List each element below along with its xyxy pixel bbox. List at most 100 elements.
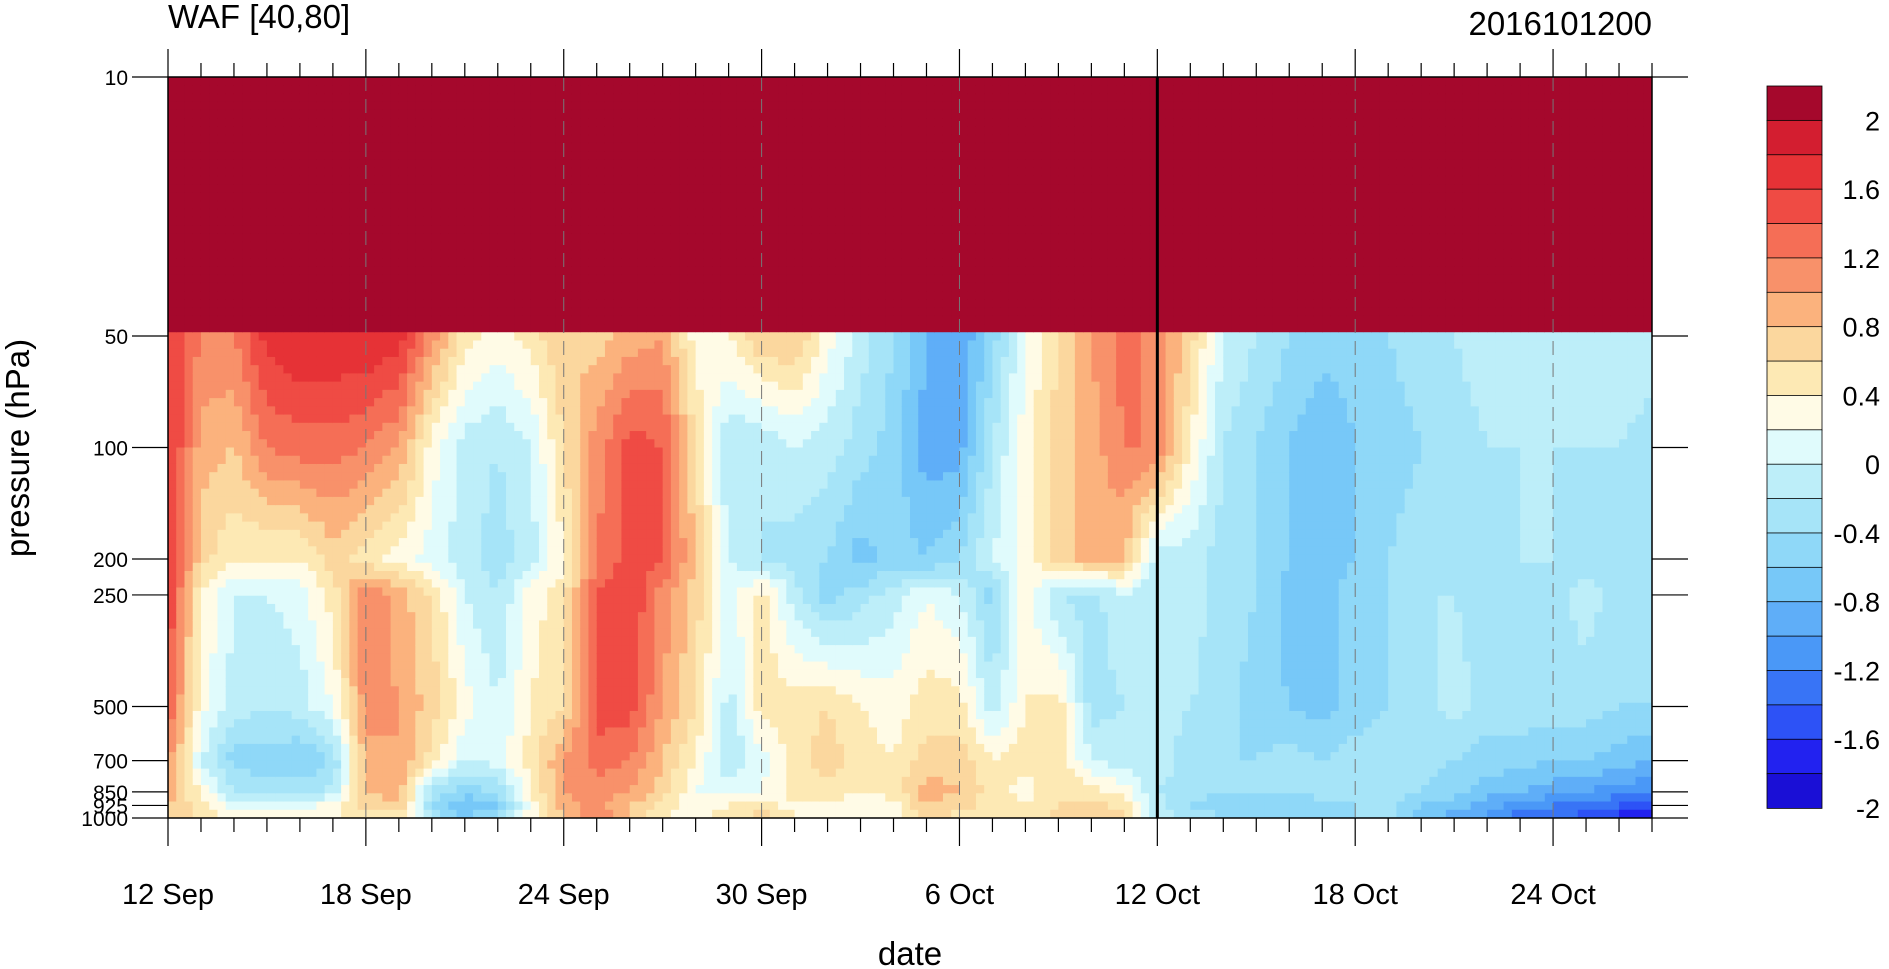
heatmap-cell	[563, 768, 573, 778]
heatmap-cell	[266, 719, 276, 729]
heatmap-cell	[332, 686, 342, 696]
heatmap-cell	[596, 505, 606, 514]
heatmap-cell	[398, 299, 408, 309]
heatmap-cell	[233, 694, 243, 704]
heatmap-cell	[349, 356, 359, 366]
heatmap-cell	[473, 463, 482, 473]
heatmap-cell	[547, 134, 557, 144]
heatmap-cell	[596, 348, 606, 358]
heatmap-cell	[522, 760, 532, 770]
heatmap-cell	[555, 595, 565, 605]
heatmap-cell	[200, 809, 210, 818]
heatmap-cell	[283, 365, 293, 374]
heatmap-cell	[258, 109, 268, 119]
heatmap-cell	[365, 291, 375, 300]
heatmap-cell	[407, 612, 416, 621]
heatmap-cell	[489, 356, 499, 366]
heatmap-cell	[563, 554, 573, 564]
heatmap-cell	[571, 752, 581, 761]
heatmap-cell	[514, 661, 524, 671]
heatmap-cell	[407, 307, 416, 317]
heatmap-cell	[440, 315, 449, 325]
heatmap-cell	[365, 455, 375, 465]
heatmap-cell	[283, 472, 293, 482]
heatmap-cell	[481, 538, 491, 547]
heatmap-cell	[341, 159, 350, 169]
heatmap-cell	[275, 513, 285, 523]
heatmap-cell	[324, 653, 334, 663]
heatmap-cell	[176, 785, 186, 794]
heatmap-cell	[571, 373, 581, 383]
heatmap-cell	[291, 529, 301, 539]
heatmap-cell	[349, 175, 359, 185]
heatmap-cell	[258, 776, 268, 786]
heatmap-cell	[217, 463, 227, 473]
heatmap-cell	[168, 101, 177, 111]
heatmap-cell	[200, 184, 210, 193]
heatmap-cell	[423, 167, 433, 177]
heatmap-cell	[423, 653, 433, 663]
heatmap-cell	[604, 587, 614, 597]
heatmap-cell	[233, 258, 243, 267]
heatmap-cell	[225, 776, 235, 786]
heatmap-cell	[390, 694, 400, 704]
heatmap-cell	[604, 389, 614, 399]
heatmap-cell	[588, 562, 598, 572]
heatmap-cell	[299, 101, 309, 111]
heatmap-cell	[522, 332, 532, 342]
heatmap-cell	[555, 200, 565, 210]
heatmap-cell	[456, 505, 466, 514]
heatmap-cell	[283, 645, 293, 654]
heatmap-cell	[324, 463, 334, 473]
heatmap-cell	[382, 365, 392, 374]
heatmap-cell	[613, 225, 623, 235]
heatmap-cell	[456, 603, 466, 613]
heatmap-cell	[365, 472, 375, 482]
heatmap-cell	[217, 381, 227, 391]
heatmap-cell	[415, 208, 425, 218]
heatmap-cell	[324, 587, 334, 597]
heatmap-cell	[423, 406, 433, 416]
heatmap-cell	[613, 414, 623, 424]
heatmap-cell	[473, 571, 482, 580]
heatmap-cell	[489, 809, 499, 818]
heatmap-cell	[530, 686, 540, 696]
heatmap-cell	[217, 126, 227, 136]
heatmap-cell	[440, 389, 449, 399]
heatmap-cell	[299, 636, 309, 646]
heatmap-cell	[407, 431, 416, 440]
heatmap-cell	[275, 587, 285, 597]
heatmap-cell	[604, 702, 614, 712]
heatmap-cell	[275, 678, 285, 687]
heatmap-cell	[316, 134, 326, 144]
heatmap-cell	[176, 389, 186, 399]
heatmap-cell	[448, 529, 458, 539]
heatmap-cell	[448, 793, 458, 803]
heatmap-cell	[571, 299, 581, 309]
heatmap-cell	[489, 488, 499, 498]
heatmap-cell	[291, 200, 301, 210]
heatmap-cell	[184, 546, 194, 556]
heatmap-cell	[382, 760, 392, 770]
heatmap-cell	[571, 406, 581, 416]
heatmap-cell	[349, 645, 359, 654]
heatmap-cell	[324, 768, 334, 778]
heatmap-cell	[299, 776, 309, 786]
heatmap-cell	[613, 513, 623, 523]
heatmap-cell	[233, 398, 243, 407]
heatmap-cell	[497, 727, 507, 737]
heatmap-cell	[555, 381, 565, 391]
heatmap-cell	[547, 562, 557, 572]
heatmap-cell	[464, 809, 474, 818]
heatmap-cell	[506, 241, 515, 251]
heatmap-cell	[481, 686, 491, 696]
heatmap-cell	[580, 727, 590, 737]
heatmap-cell	[299, 389, 309, 399]
heatmap-cell	[613, 719, 623, 729]
heatmap-cell	[588, 167, 598, 177]
heatmap-cell	[464, 719, 474, 729]
heatmap-cell	[398, 422, 408, 432]
heatmap-cell	[192, 801, 202, 811]
heatmap-cell	[192, 373, 202, 383]
heatmap-cell	[217, 694, 227, 704]
